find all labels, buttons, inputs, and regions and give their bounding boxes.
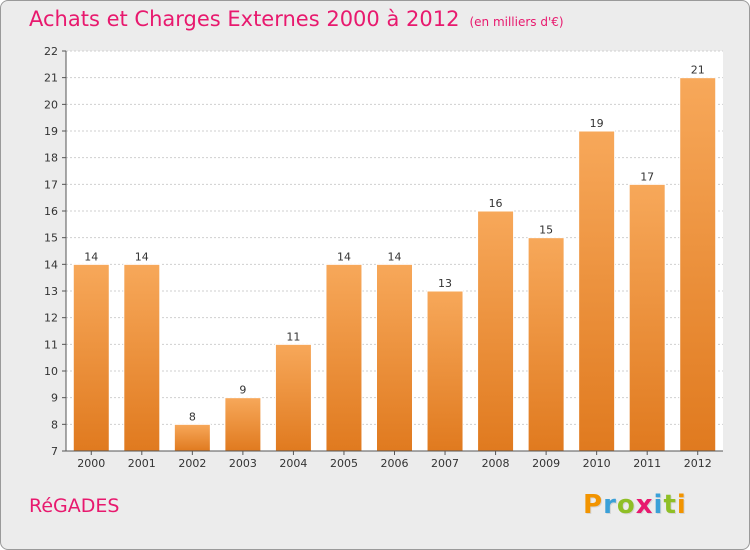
y-tick-label: 11 — [44, 338, 58, 351]
y-tick-label: 18 — [44, 152, 58, 165]
logo-letter: x — [635, 490, 654, 520]
bar-2011 — [628, 183, 666, 452]
logo-letter: t — [663, 490, 677, 520]
axes: 7 8 9 10 11 12 13 14 15 16 17 18 19 20 21 22 2000 2001 200… — [44, 45, 723, 470]
y-tick-label: 15 — [44, 232, 58, 245]
bar-2000 — [72, 263, 110, 452]
y-tick-label: 10 — [44, 365, 58, 378]
commune-name: RéGADES — [29, 495, 120, 517]
chart-title-text: Achats et Charges Externes 2000 à 2012 — [29, 7, 460, 31]
x-tick-label: 2007 — [431, 457, 459, 470]
y-tick-label: 20 — [44, 98, 58, 111]
logo-letter: i — [676, 490, 687, 520]
bar-value-label: 14 — [337, 250, 351, 263]
y-tick-label: 19 — [44, 125, 58, 138]
x-tick-label: 2006 — [381, 457, 409, 470]
bar-value-label: 14 — [388, 250, 402, 263]
logo-letter: i — [653, 490, 664, 520]
x-tick-label: 2010 — [583, 457, 611, 470]
y-tick-label: 14 — [44, 258, 58, 271]
y-tick-label: 17 — [44, 178, 58, 191]
bar-2008 — [477, 210, 515, 452]
x-tick-label: 2000 — [77, 457, 105, 470]
bar-2003 — [224, 397, 262, 452]
bar-value-label: 17 — [640, 170, 654, 183]
logo-letter: P — [583, 490, 604, 520]
x-tick-label: 2003 — [229, 457, 257, 470]
bar-value-label: 14 — [135, 250, 149, 263]
bar-value-label: 16 — [489, 197, 503, 210]
y-tick-label: 22 — [44, 45, 58, 58]
y-tick-label: 8 — [51, 418, 58, 431]
x-tick-label: 2011 — [633, 457, 661, 470]
logo-letter: o — [616, 490, 636, 520]
y-tick-label: 12 — [44, 312, 58, 325]
x-tick-label: 2008 — [482, 457, 510, 470]
bar-2010 — [578, 130, 616, 452]
bar-value-label: 8 — [189, 410, 196, 423]
chart-title: Achats et Charges Externes 2000 à 2012 (e… — [29, 7, 564, 31]
bar-2006 — [376, 263, 413, 452]
bar-value-label: 15 — [539, 224, 553, 237]
bar-value-label: 21 — [691, 64, 705, 77]
bar-2002 — [173, 423, 211, 452]
x-tick-label: 2012 — [684, 457, 712, 470]
bar-2005 — [325, 263, 363, 452]
bar-value-label: 19 — [590, 117, 604, 130]
y-tick-label: 16 — [44, 205, 58, 218]
bar-2012 — [679, 77, 717, 452]
bar-2009 — [527, 237, 565, 452]
bars: 14 14 8 9 11 14 14 13 16 15 19 17 21 — [72, 64, 717, 452]
x-tick-label: 2005 — [330, 457, 358, 470]
bar-value-label: 13 — [438, 277, 452, 290]
y-tick-label: 9 — [51, 392, 58, 405]
x-tick-label: 2001 — [128, 457, 156, 470]
logo-letter: r — [603, 490, 617, 520]
chart-unit: (en milliers d'€) — [469, 15, 564, 29]
x-tick-label: 2009 — [532, 457, 560, 470]
bar-2004 — [274, 343, 312, 452]
y-tick-label: 21 — [44, 72, 58, 85]
x-tick-label: 2004 — [279, 457, 307, 470]
y-tick-label: 7 — [51, 445, 58, 458]
bar-value-label: 9 — [239, 384, 246, 397]
bar-2007 — [426, 290, 464, 452]
bar-value-label: 11 — [286, 330, 300, 343]
bar-value-label: 14 — [84, 250, 98, 263]
proxiti-logo[interactable]: Proxiti — [583, 490, 687, 520]
bar-2001 — [123, 263, 161, 452]
y-tick-label: 13 — [44, 285, 58, 298]
x-tick-label: 2002 — [178, 457, 206, 470]
